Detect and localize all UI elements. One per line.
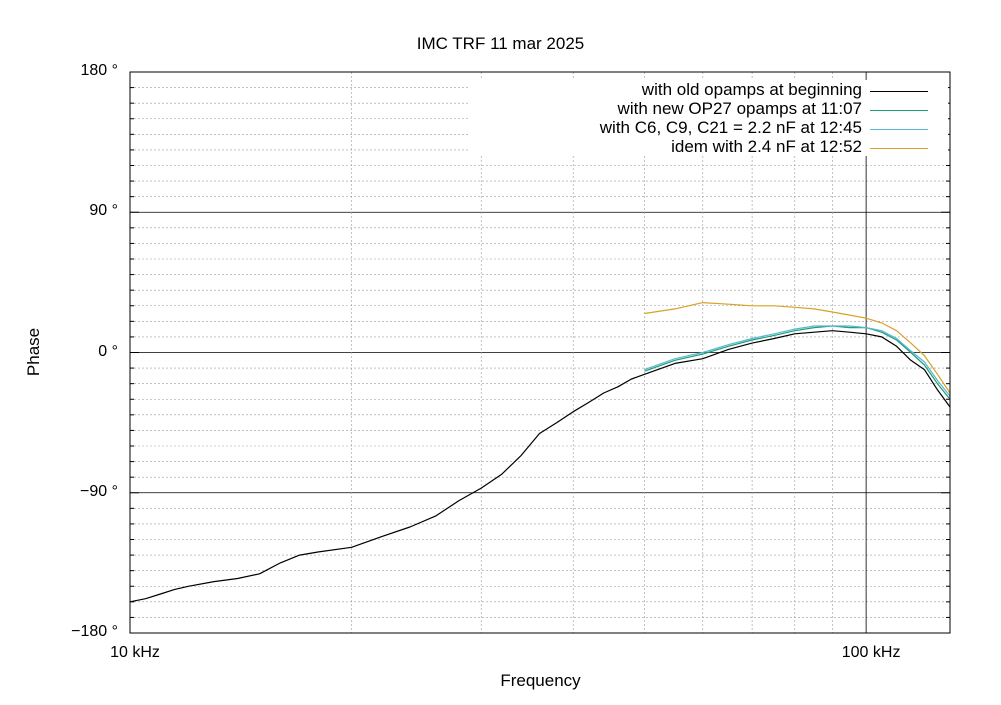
legend-label-2-4nf: idem with 2.4 nF at 12:52	[671, 137, 862, 156]
y-tick-label: 180 °	[80, 62, 118, 79]
legend-label-2-2nf: with C6, C9, C21 = 2.2 nF at 12:45	[599, 118, 862, 137]
y-tick-label: −180 °	[71, 623, 118, 640]
x-tick-label: 10 kHz	[110, 644, 160, 661]
series-line-0	[129, 330, 951, 603]
legend-swatch-op27	[870, 110, 928, 111]
y-tick-label: 0 °	[98, 342, 118, 360]
series-line-3	[644, 302, 951, 394]
legend-swatch-2-4nf	[870, 148, 928, 149]
chart-title: IMC TRF 11 mar 2025	[416, 34, 585, 53]
y-tick-label: 90 °	[89, 202, 118, 220]
series-line-2	[644, 325, 951, 397]
series-layer	[129, 302, 951, 603]
x-tick-label: 100 kHz	[841, 644, 901, 661]
legend-swatch-2-2nf	[870, 129, 928, 130]
y-tick-label: −90 °	[80, 482, 118, 500]
legend-swatch-old-opamps	[870, 91, 928, 92]
legend-label-old-opamps: with old opamps at beginning	[641, 80, 862, 99]
legend: with old opamps at beginning with new OP…	[470, 80, 948, 156]
x-axis-label: Frequency	[500, 671, 581, 690]
legend-label-op27: with new OP27 opamps at 11:07	[617, 99, 862, 118]
plot-frame	[129, 71, 951, 634]
